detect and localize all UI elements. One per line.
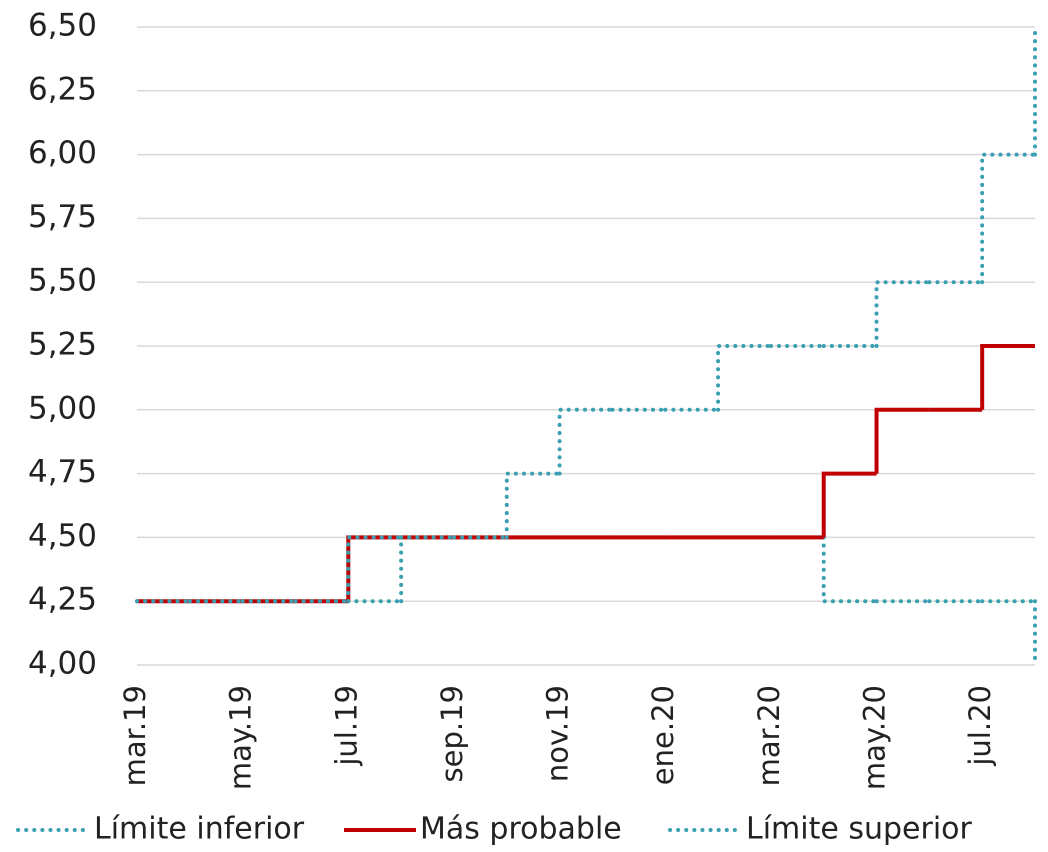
step-segment	[874, 280, 932, 348]
step-segment	[980, 152, 1037, 285]
x-tick-label: may.20	[858, 685, 892, 790]
x-tick-label: may.19	[224, 685, 258, 790]
step-segment	[399, 535, 456, 604]
y-tick-label: 5,75	[28, 199, 97, 235]
step-segment	[821, 535, 879, 604]
y-tick-label: 4,75	[28, 454, 97, 490]
step-segment	[874, 407, 930, 474]
x-tick-label: jul.19	[329, 685, 363, 767]
x-tick-label: ene.20	[646, 685, 680, 785]
y-tick-label: 4,25	[28, 582, 97, 618]
step-segment	[504, 471, 562, 540]
step-segment	[557, 407, 615, 476]
step-segment	[346, 535, 402, 602]
y-tick-label: 4,50	[28, 518, 97, 554]
y-tick-label: 4,00	[28, 646, 97, 682]
legend-label: Límite superior	[746, 812, 973, 847]
x-tick-label: jul.20	[963, 685, 997, 767]
x-tick-label: mar.19	[118, 685, 152, 786]
x-tick-label: sep.19	[435, 685, 469, 782]
step-segment	[821, 471, 877, 538]
x-tick-label: mar.20	[752, 685, 786, 786]
y-tick-label: 6,00	[28, 135, 97, 171]
y-tick-label: 5,50	[28, 263, 97, 299]
series-line	[135, 25, 1037, 604]
y-tick-label: 5,25	[28, 327, 97, 363]
step-segment	[980, 344, 1035, 410]
y-tick-label: 6,25	[28, 71, 97, 107]
step-segment	[346, 535, 404, 604]
y-tick-label: 5,00	[28, 390, 97, 426]
legend-label: Límite inferior	[94, 812, 305, 847]
y-tick-label: 6,50	[28, 8, 97, 44]
legend-label: Más probable	[420, 812, 622, 847]
step-segment	[716, 344, 773, 412]
x-tick-label: nov.19	[541, 685, 575, 782]
